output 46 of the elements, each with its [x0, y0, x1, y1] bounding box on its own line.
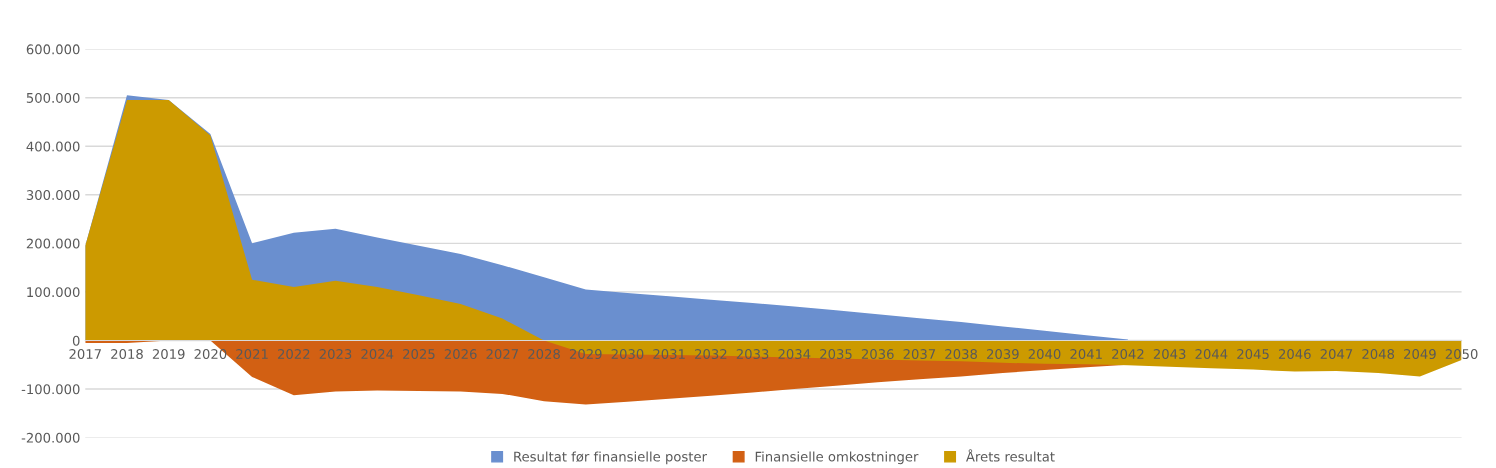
x-tick-label: 2028: [528, 349, 560, 360]
legend-label: Finansielle omkostninger: [755, 451, 919, 465]
x-tick-label: 2029: [569, 349, 602, 360]
x-tick-label: 2046: [1278, 349, 1311, 360]
y-tick-label: 0: [72, 335, 80, 346]
x-tick-label: 2039: [987, 349, 1019, 360]
x-tick-label: 2045: [1237, 349, 1269, 360]
x-tick-label: 2049: [1404, 349, 1436, 360]
y-tick-label: -100.000: [21, 384, 80, 395]
x-tick-label: 2021: [236, 349, 268, 360]
x-tick-label: 2018: [111, 349, 143, 360]
legend-label: Resultat før finansielle poster: [514, 451, 707, 465]
y-tick-label: 200.000: [26, 238, 80, 249]
x-tick-label: 2019: [152, 349, 185, 360]
x-tick-label: 2032: [695, 349, 727, 360]
x-tick-label: 2043: [1153, 349, 1186, 360]
x-tick-label: 2026: [444, 349, 477, 360]
x-tick-label: 2017: [69, 349, 101, 360]
x-tick-label: 2034: [778, 349, 811, 360]
x-tick-label: 2031: [653, 349, 685, 360]
x-tick-label: 2038: [945, 349, 977, 360]
x-tick-label: 2030: [611, 349, 644, 360]
y-tick-label: 100.000: [27, 287, 80, 298]
x-tick-label: 2041: [1070, 349, 1102, 360]
x-tick-label: 2048: [1362, 349, 1395, 360]
x-tick-label: 2023: [319, 349, 352, 360]
y-tick-label: 400.000: [26, 141, 80, 152]
x-tick-label: 2024: [361, 349, 394, 360]
x-tick-label: 2027: [486, 349, 518, 360]
x-tick-label: 2022: [277, 349, 310, 360]
x-tick-label: 2037: [903, 349, 936, 360]
x-tick-label: 2036: [861, 349, 894, 360]
x-tick-label: 2033: [736, 349, 769, 360]
x-tick-label: 2047: [1320, 349, 1353, 360]
y-tick-label: -200.000: [21, 432, 80, 443]
x-tick-label: 2050: [1445, 349, 1478, 360]
x-tick-label: 2035: [820, 349, 852, 360]
x-tick-label: 2025: [403, 349, 435, 360]
x-tick-label: 2044: [1195, 349, 1228, 360]
x-tick-label: 2042: [1112, 349, 1144, 360]
y-tick-label: 600.000: [26, 44, 80, 55]
y-tick-label: 300.000: [26, 190, 80, 201]
legend-label: Årets resultat: [966, 449, 1055, 462]
y-tick-label: 500.000: [26, 92, 80, 103]
x-tick-label: 2040: [1028, 349, 1061, 360]
x-tick-label: 2020: [194, 349, 227, 360]
